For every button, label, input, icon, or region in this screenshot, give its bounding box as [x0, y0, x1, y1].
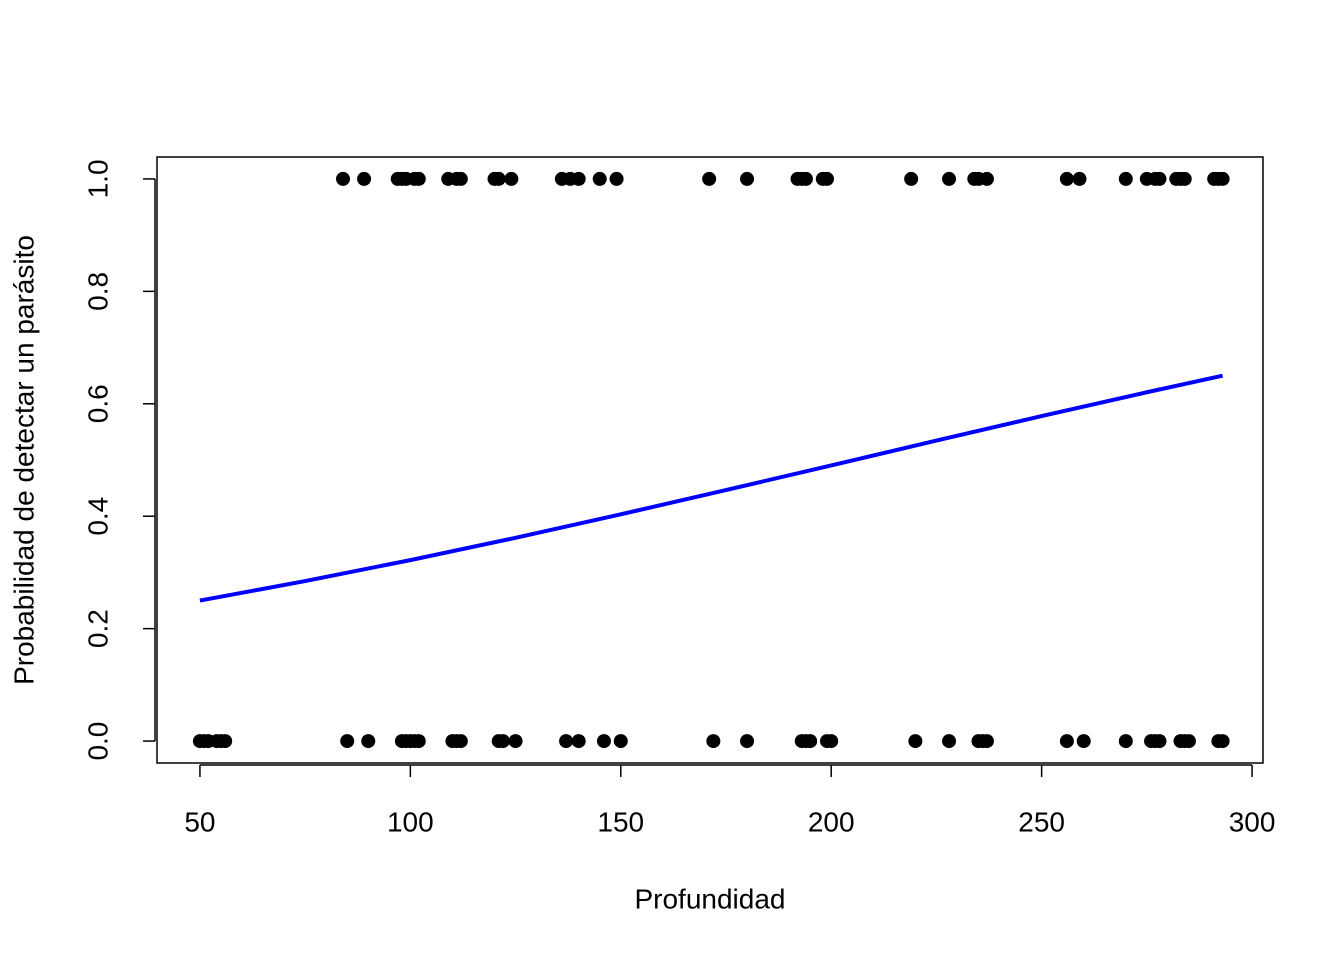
point — [702, 171, 717, 186]
y-tick-label: 0.2 — [82, 609, 113, 648]
y-tick-label: 0.6 — [82, 384, 113, 423]
point — [1181, 734, 1196, 749]
point — [1059, 734, 1074, 749]
x-tick-label: 100 — [387, 806, 434, 837]
point — [504, 171, 519, 186]
point — [453, 171, 468, 186]
point — [904, 171, 919, 186]
x-tick-label: 200 — [808, 806, 855, 837]
point — [508, 734, 523, 749]
point — [596, 734, 611, 749]
point — [819, 171, 834, 186]
point — [411, 734, 426, 749]
point — [495, 734, 510, 749]
point — [361, 734, 376, 749]
point — [357, 171, 372, 186]
point — [453, 734, 468, 749]
line — [199, 373, 1224, 603]
point — [942, 171, 957, 186]
point — [1076, 734, 1091, 749]
x-tick-label: 250 — [1018, 806, 1065, 837]
point — [979, 734, 994, 749]
point — [1152, 734, 1167, 749]
point — [571, 171, 586, 186]
point — [908, 734, 923, 749]
point — [340, 734, 355, 749]
point — [706, 734, 721, 749]
point — [1059, 171, 1074, 186]
y-tick-label: 0.8 — [82, 272, 113, 311]
point — [803, 734, 818, 749]
point — [798, 171, 813, 186]
point — [613, 734, 628, 749]
y-tick-label: 0.0 — [82, 722, 113, 761]
point — [559, 734, 574, 749]
point — [336, 171, 351, 186]
point — [218, 734, 233, 749]
y-tick-label: 0.4 — [82, 497, 113, 536]
point — [411, 171, 426, 186]
point — [1215, 734, 1230, 749]
y-axis-title: Probabilidad de detectar un parásito — [8, 235, 39, 685]
point — [740, 171, 755, 186]
point — [824, 734, 839, 749]
plot-frame — [156, 156, 1264, 764]
point — [1072, 171, 1087, 186]
x-tick-label: 150 — [597, 806, 644, 837]
point — [942, 734, 957, 749]
point — [592, 171, 607, 186]
point — [1177, 171, 1192, 186]
point — [979, 171, 994, 186]
point — [1118, 734, 1133, 749]
point — [1152, 171, 1167, 186]
x-axis-title: Profundidad — [634, 883, 785, 914]
point — [740, 734, 755, 749]
x-tick-label: 300 — [1229, 806, 1276, 837]
point — [491, 171, 506, 186]
y-tick-label: 1.0 — [82, 159, 113, 198]
point — [1118, 171, 1133, 186]
x-tick-label: 50 — [184, 806, 215, 837]
point — [571, 734, 586, 749]
point — [1215, 171, 1230, 186]
point — [609, 171, 624, 186]
